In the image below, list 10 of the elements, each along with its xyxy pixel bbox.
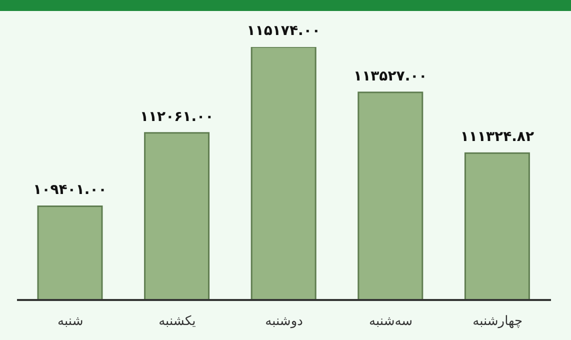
data-label: ۱۱۱۳۲۴.۸۲ (460, 129, 534, 146)
data-label: ۱۱۵۱۷۴.۰۰ (246, 23, 320, 39)
x-tick-label: چهارشنبه (472, 314, 523, 330)
data-label: ۱۱۳۵۲۷.۰۰ (354, 68, 428, 84)
data-label: ۱۱۲۰۶۱.۰۰ (140, 108, 214, 125)
x-tick-label: یکشنبه (158, 314, 196, 330)
x-tick-label: دوشنبه (265, 314, 304, 330)
x-tick-label: شنبه (58, 314, 84, 330)
x-tick-label: سه‌شنبه (369, 314, 413, 330)
data-label: ۱۰۹۴۰۱.۰۰ (33, 182, 107, 198)
